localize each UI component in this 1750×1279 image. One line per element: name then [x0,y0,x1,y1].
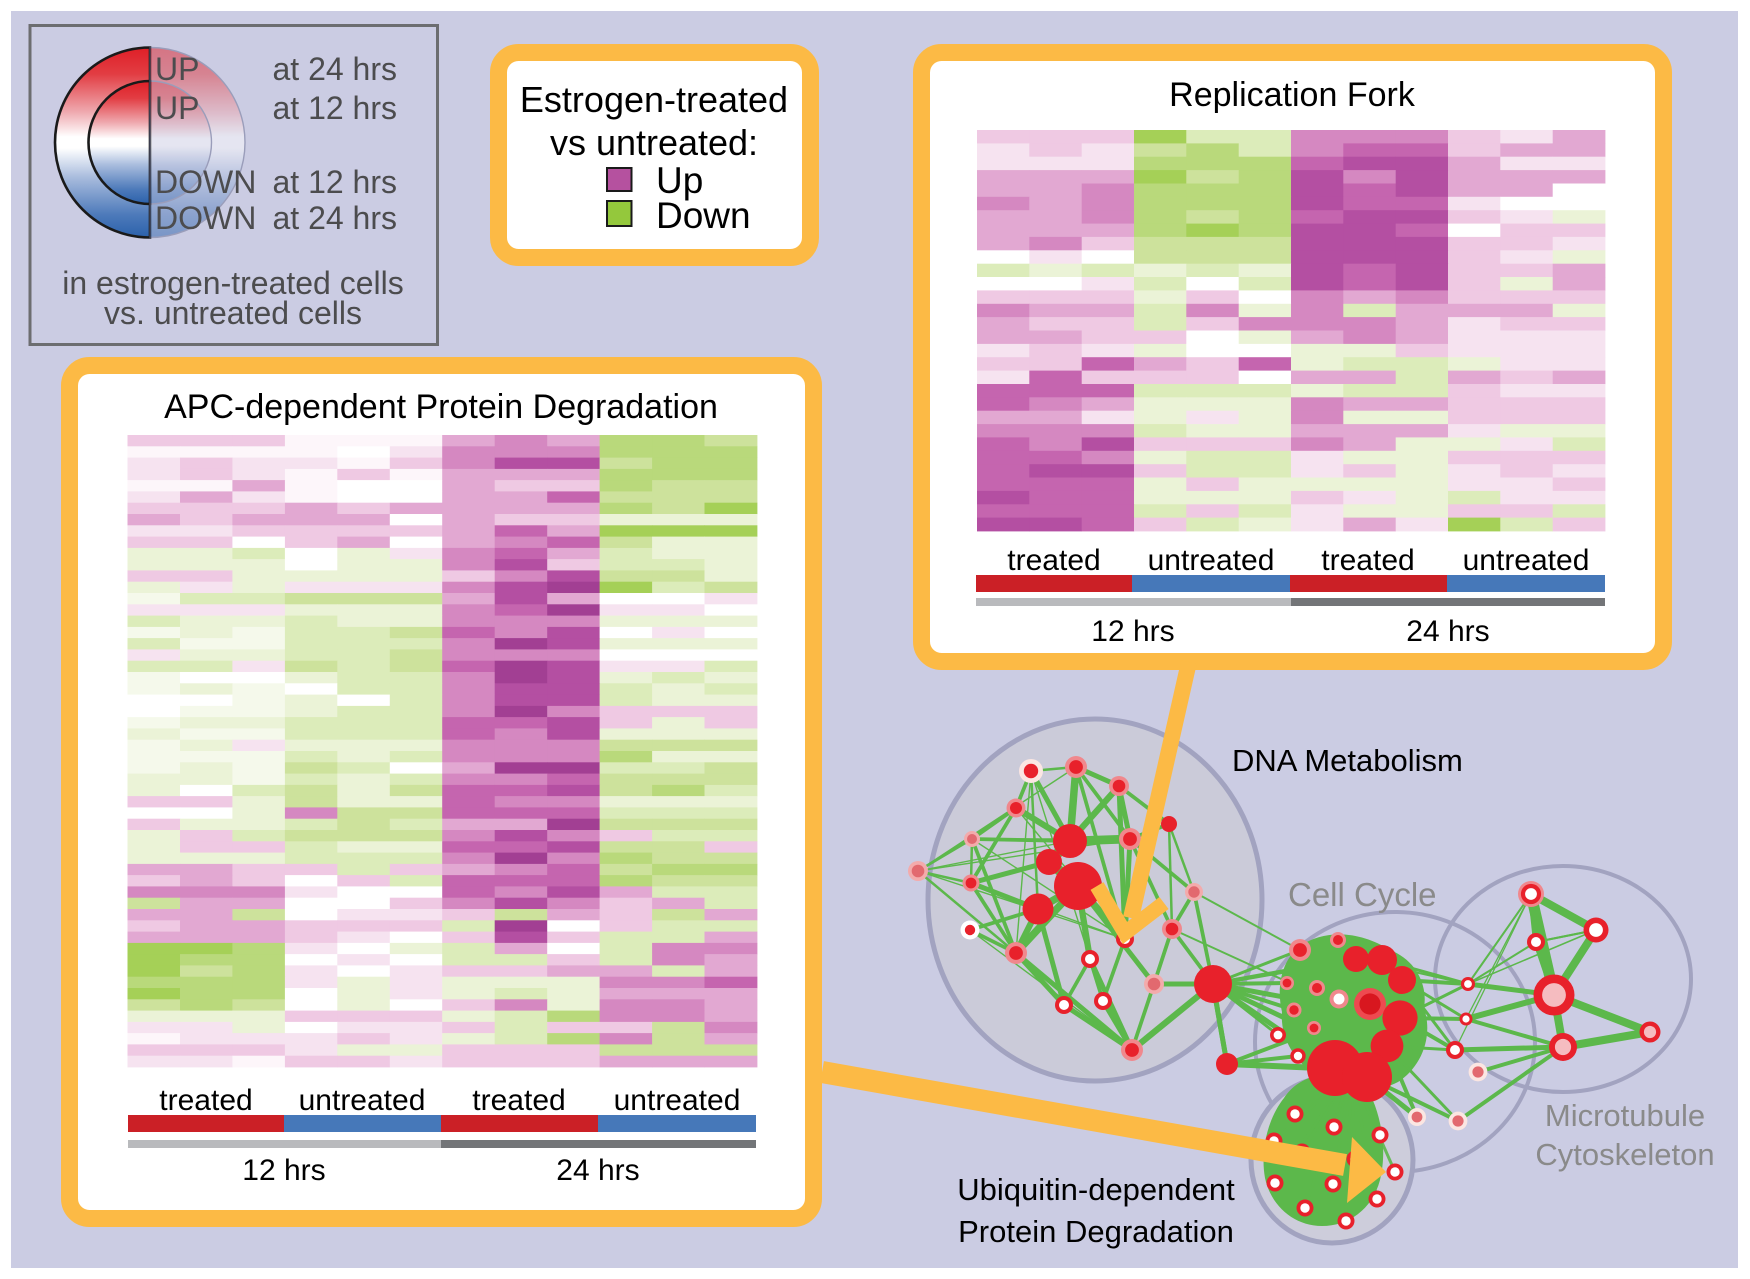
svg-text:Cell Cycle: Cell Cycle [1288,876,1437,913]
svg-text:UP: UP [155,51,199,87]
svg-text:12 hrs: 12 hrs [1091,615,1174,648]
svg-text:DOWN: DOWN [155,164,256,200]
svg-text:12 hrs: 12 hrs [242,1154,325,1187]
svg-text:untreated: untreated [614,1084,741,1117]
svg-text:treated: treated [1007,544,1100,577]
svg-text:at 12 hrs: at 12 hrs [272,164,397,200]
svg-text:Estrogen-treated: Estrogen-treated [520,79,788,120]
svg-text:Up: Up [656,160,703,201]
svg-text:Cytoskeleton: Cytoskeleton [1535,1137,1714,1172]
svg-text:APC-dependent Protein Degradat: APC-dependent Protein Degradation [164,388,718,426]
svg-text:Protein Degradation: Protein Degradation [958,1214,1234,1249]
svg-text:Down: Down [656,195,751,236]
svg-text:Ubiquitin-dependent: Ubiquitin-dependent [957,1172,1235,1207]
svg-text:24 hrs: 24 hrs [1406,615,1489,648]
svg-text:at 24 hrs: at 24 hrs [272,51,397,87]
svg-text:at 12 hrs: at 12 hrs [272,90,397,126]
svg-text:Microtubule: Microtubule [1545,1098,1705,1133]
svg-text:treated: treated [1321,544,1414,577]
svg-text:DNA Metabolism: DNA Metabolism [1232,743,1463,778]
svg-text:at 24 hrs: at 24 hrs [272,200,397,236]
svg-text:untreated: untreated [1148,544,1275,577]
svg-text:untreated: untreated [1463,544,1590,577]
svg-text:treated: treated [472,1084,565,1117]
svg-text:Replication Fork: Replication Fork [1169,76,1416,114]
svg-text:UP: UP [155,90,199,126]
svg-text:24 hrs: 24 hrs [556,1154,639,1187]
svg-text:untreated: untreated [299,1084,426,1117]
svg-text:DOWN: DOWN [155,200,256,236]
svg-text:vs. untreated cells: vs. untreated cells [104,295,362,331]
svg-text:treated: treated [159,1084,252,1117]
svg-text:vs untreated:: vs untreated: [550,122,758,163]
svg-text:in estrogen-treated cells: in estrogen-treated cells [62,265,404,301]
